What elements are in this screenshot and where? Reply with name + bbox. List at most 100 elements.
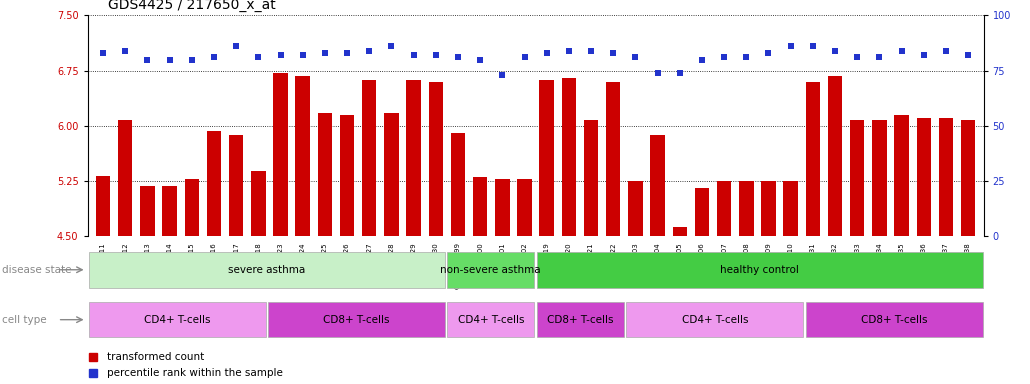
Bar (695, 188, 710, 384)
Bar (407, 80, 421, 384)
Bar (626, 302, 803, 338)
Text: GDS4425 / 217650_x_at: GDS4425 / 217650_x_at (108, 0, 276, 12)
Point (316, 50, 333, 56)
Bar (761, 181, 776, 384)
Text: healthy control: healthy control (720, 265, 799, 275)
Bar (340, 115, 354, 384)
Point (206, 54, 222, 60)
Point (937, 48, 954, 54)
Point (627, 54, 644, 60)
Point (516, 54, 533, 60)
Point (139, 56, 156, 63)
Bar (362, 80, 376, 384)
Point (494, 72, 511, 78)
Point (250, 54, 267, 60)
Bar (805, 82, 820, 384)
Bar (517, 179, 531, 384)
Point (827, 48, 844, 54)
Point (760, 50, 777, 56)
Point (360, 48, 377, 54)
Text: disease state: disease state (2, 265, 71, 275)
Bar (451, 133, 466, 384)
Point (804, 43, 821, 50)
Bar (740, 181, 754, 384)
Text: CD8+ T-cells: CD8+ T-cells (861, 314, 927, 325)
Point (583, 48, 599, 54)
Bar (268, 302, 445, 338)
Bar (584, 120, 598, 384)
Bar (537, 252, 983, 288)
Bar (447, 302, 535, 338)
Bar (273, 73, 287, 384)
Bar (872, 120, 887, 384)
Point (849, 54, 865, 60)
Bar (140, 186, 154, 384)
Bar (717, 181, 731, 384)
Point (560, 48, 577, 54)
Bar (961, 120, 975, 384)
Point (406, 52, 422, 58)
Bar (606, 82, 620, 384)
Bar (917, 118, 931, 384)
Bar (96, 176, 110, 384)
Point (871, 54, 888, 60)
Bar (251, 171, 266, 384)
Point (450, 54, 467, 60)
Text: severe asthma: severe asthma (228, 265, 305, 275)
Bar (184, 179, 199, 384)
Point (893, 48, 909, 54)
Bar (89, 252, 445, 288)
Bar (163, 186, 177, 384)
Text: CD4+ T-cells: CD4+ T-cells (682, 314, 748, 325)
Point (162, 56, 178, 63)
Text: CD8+ T-cells: CD8+ T-cells (547, 314, 614, 325)
Text: CD4+ T-cells: CD4+ T-cells (457, 314, 524, 325)
Text: cell type: cell type (2, 314, 46, 325)
Bar (673, 227, 687, 384)
Point (539, 50, 555, 56)
Bar (428, 82, 443, 384)
Point (605, 50, 621, 56)
Bar (447, 252, 535, 288)
Bar (317, 113, 332, 384)
Bar (207, 131, 221, 384)
Bar (537, 302, 624, 338)
Bar (561, 78, 576, 384)
Point (272, 52, 288, 58)
Point (672, 70, 688, 76)
Point (783, 43, 799, 50)
Bar (495, 179, 510, 384)
Bar (850, 120, 864, 384)
Bar (540, 80, 554, 384)
Bar (828, 76, 843, 384)
Text: CD8+ T-cells: CD8+ T-cells (323, 314, 389, 325)
Point (649, 70, 665, 76)
Bar (628, 181, 643, 384)
Bar (784, 181, 798, 384)
Point (960, 52, 976, 58)
Bar (473, 177, 487, 384)
Point (427, 52, 444, 58)
Text: non-severe asthma: non-severe asthma (441, 265, 541, 275)
Bar (384, 113, 399, 384)
Bar (118, 120, 133, 384)
Text: CD4+ T-cells: CD4+ T-cells (144, 314, 210, 325)
Point (117, 48, 134, 54)
Point (228, 43, 244, 50)
Bar (805, 302, 983, 338)
Point (694, 56, 711, 63)
Bar (650, 135, 664, 384)
Text: percentile rank within the sample: percentile rank within the sample (107, 368, 283, 378)
Bar (894, 115, 908, 384)
Text: transformed count: transformed count (107, 352, 205, 362)
Point (916, 52, 932, 58)
Bar (938, 118, 953, 384)
Bar (229, 135, 243, 384)
Point (183, 56, 200, 63)
Point (716, 54, 732, 60)
Point (95, 50, 111, 56)
Point (472, 56, 488, 63)
Bar (89, 302, 266, 338)
Point (383, 43, 400, 50)
Point (739, 54, 755, 60)
